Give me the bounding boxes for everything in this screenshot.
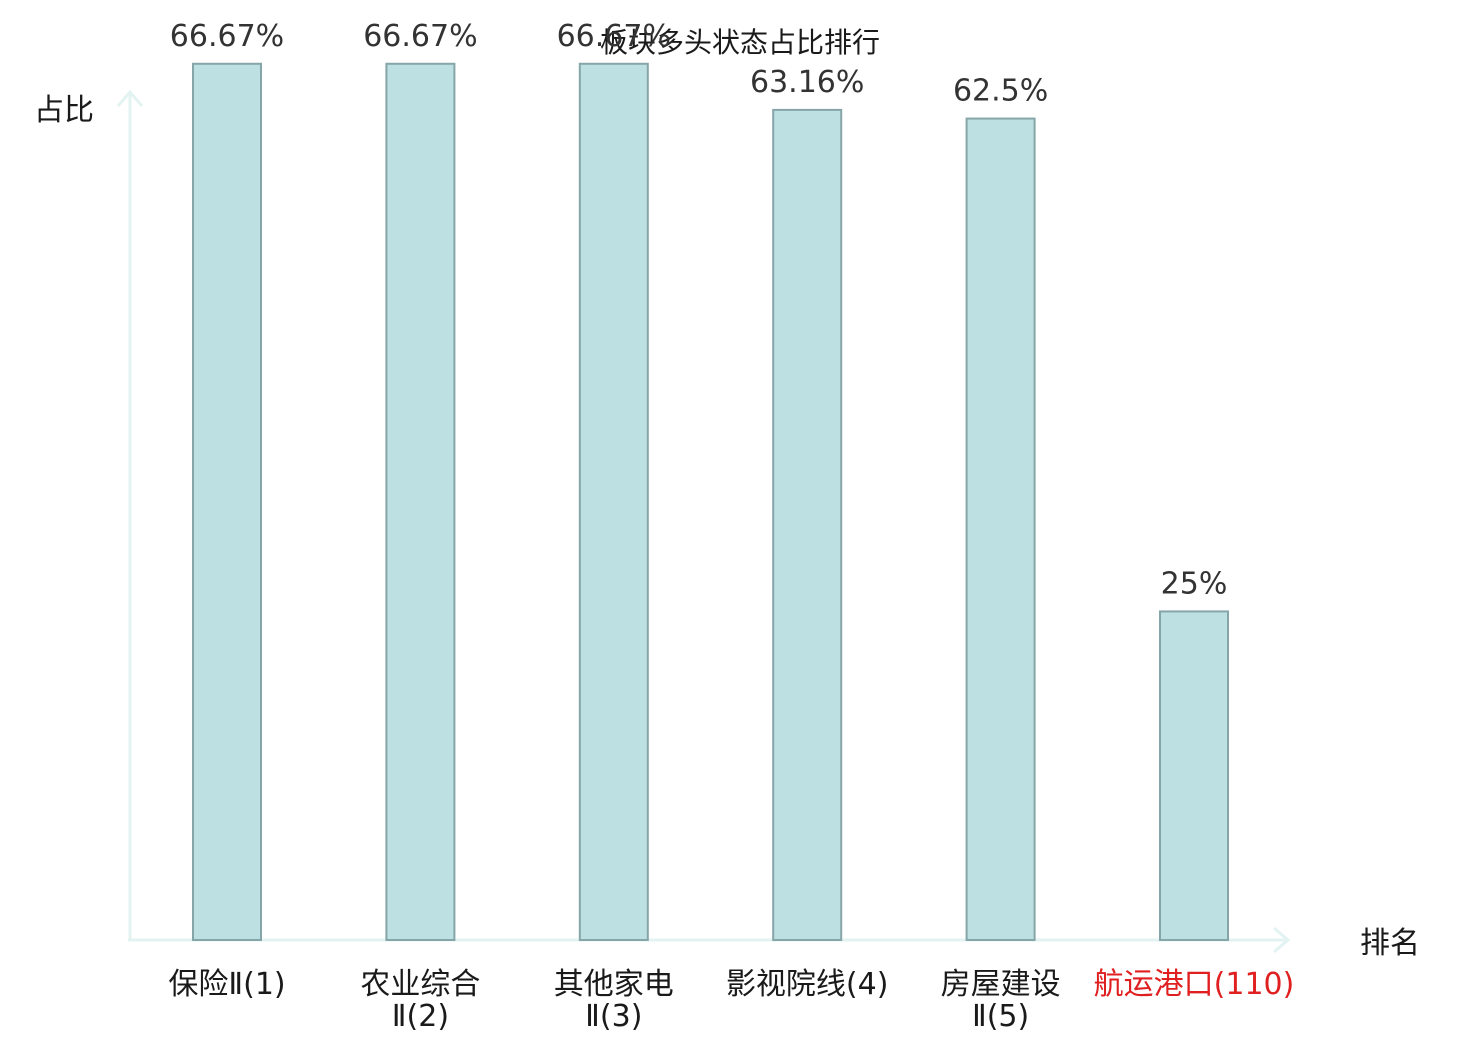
bar [192, 62, 262, 942]
bar-value-label: 66.67% [363, 19, 477, 54]
x-tick-label: 农业综合 [360, 967, 480, 1002]
x-tick-label: 房屋建设 [941, 967, 1061, 1002]
bar-value-label: 63.16% [750, 65, 864, 100]
x-tick-label: 其他家电 [554, 967, 674, 1002]
bar [385, 62, 456, 942]
y-axis-label: 占比 [34, 93, 94, 128]
bar-value-label: 62.5% [953, 74, 1048, 109]
x-axis-arrow [1273, 926, 1291, 954]
x-tick-label: 保险Ⅱ(1) [168, 967, 285, 1002]
bar-value-label: 66.67% [557, 19, 671, 54]
chart-title: 板块多头状态占比排行 [600, 26, 880, 59]
bar-value-label: 25% [1161, 566, 1228, 601]
bar-value-label: 66.67% [170, 19, 284, 54]
bar [965, 117, 1036, 942]
y-axis-arrow [116, 89, 144, 107]
x-tick-label: 航运港口(110) [1094, 967, 1295, 1002]
x-tick-label: Ⅱ(5) [972, 999, 1029, 1034]
x-tick-label: Ⅱ(2) [392, 999, 449, 1034]
x-tick-label: Ⅱ(3) [585, 999, 642, 1034]
value-label-group: 66.67% 66.67% 66.67% 63.16% 62.5% 25% [170, 19, 1228, 602]
bar [1159, 610, 1229, 942]
x-axis-label: 排名 [1360, 926, 1420, 961]
bar [578, 62, 649, 942]
bar [772, 108, 843, 941]
x-tick-label: 影视院线(4) [726, 967, 889, 1002]
bar-group [192, 62, 1229, 942]
